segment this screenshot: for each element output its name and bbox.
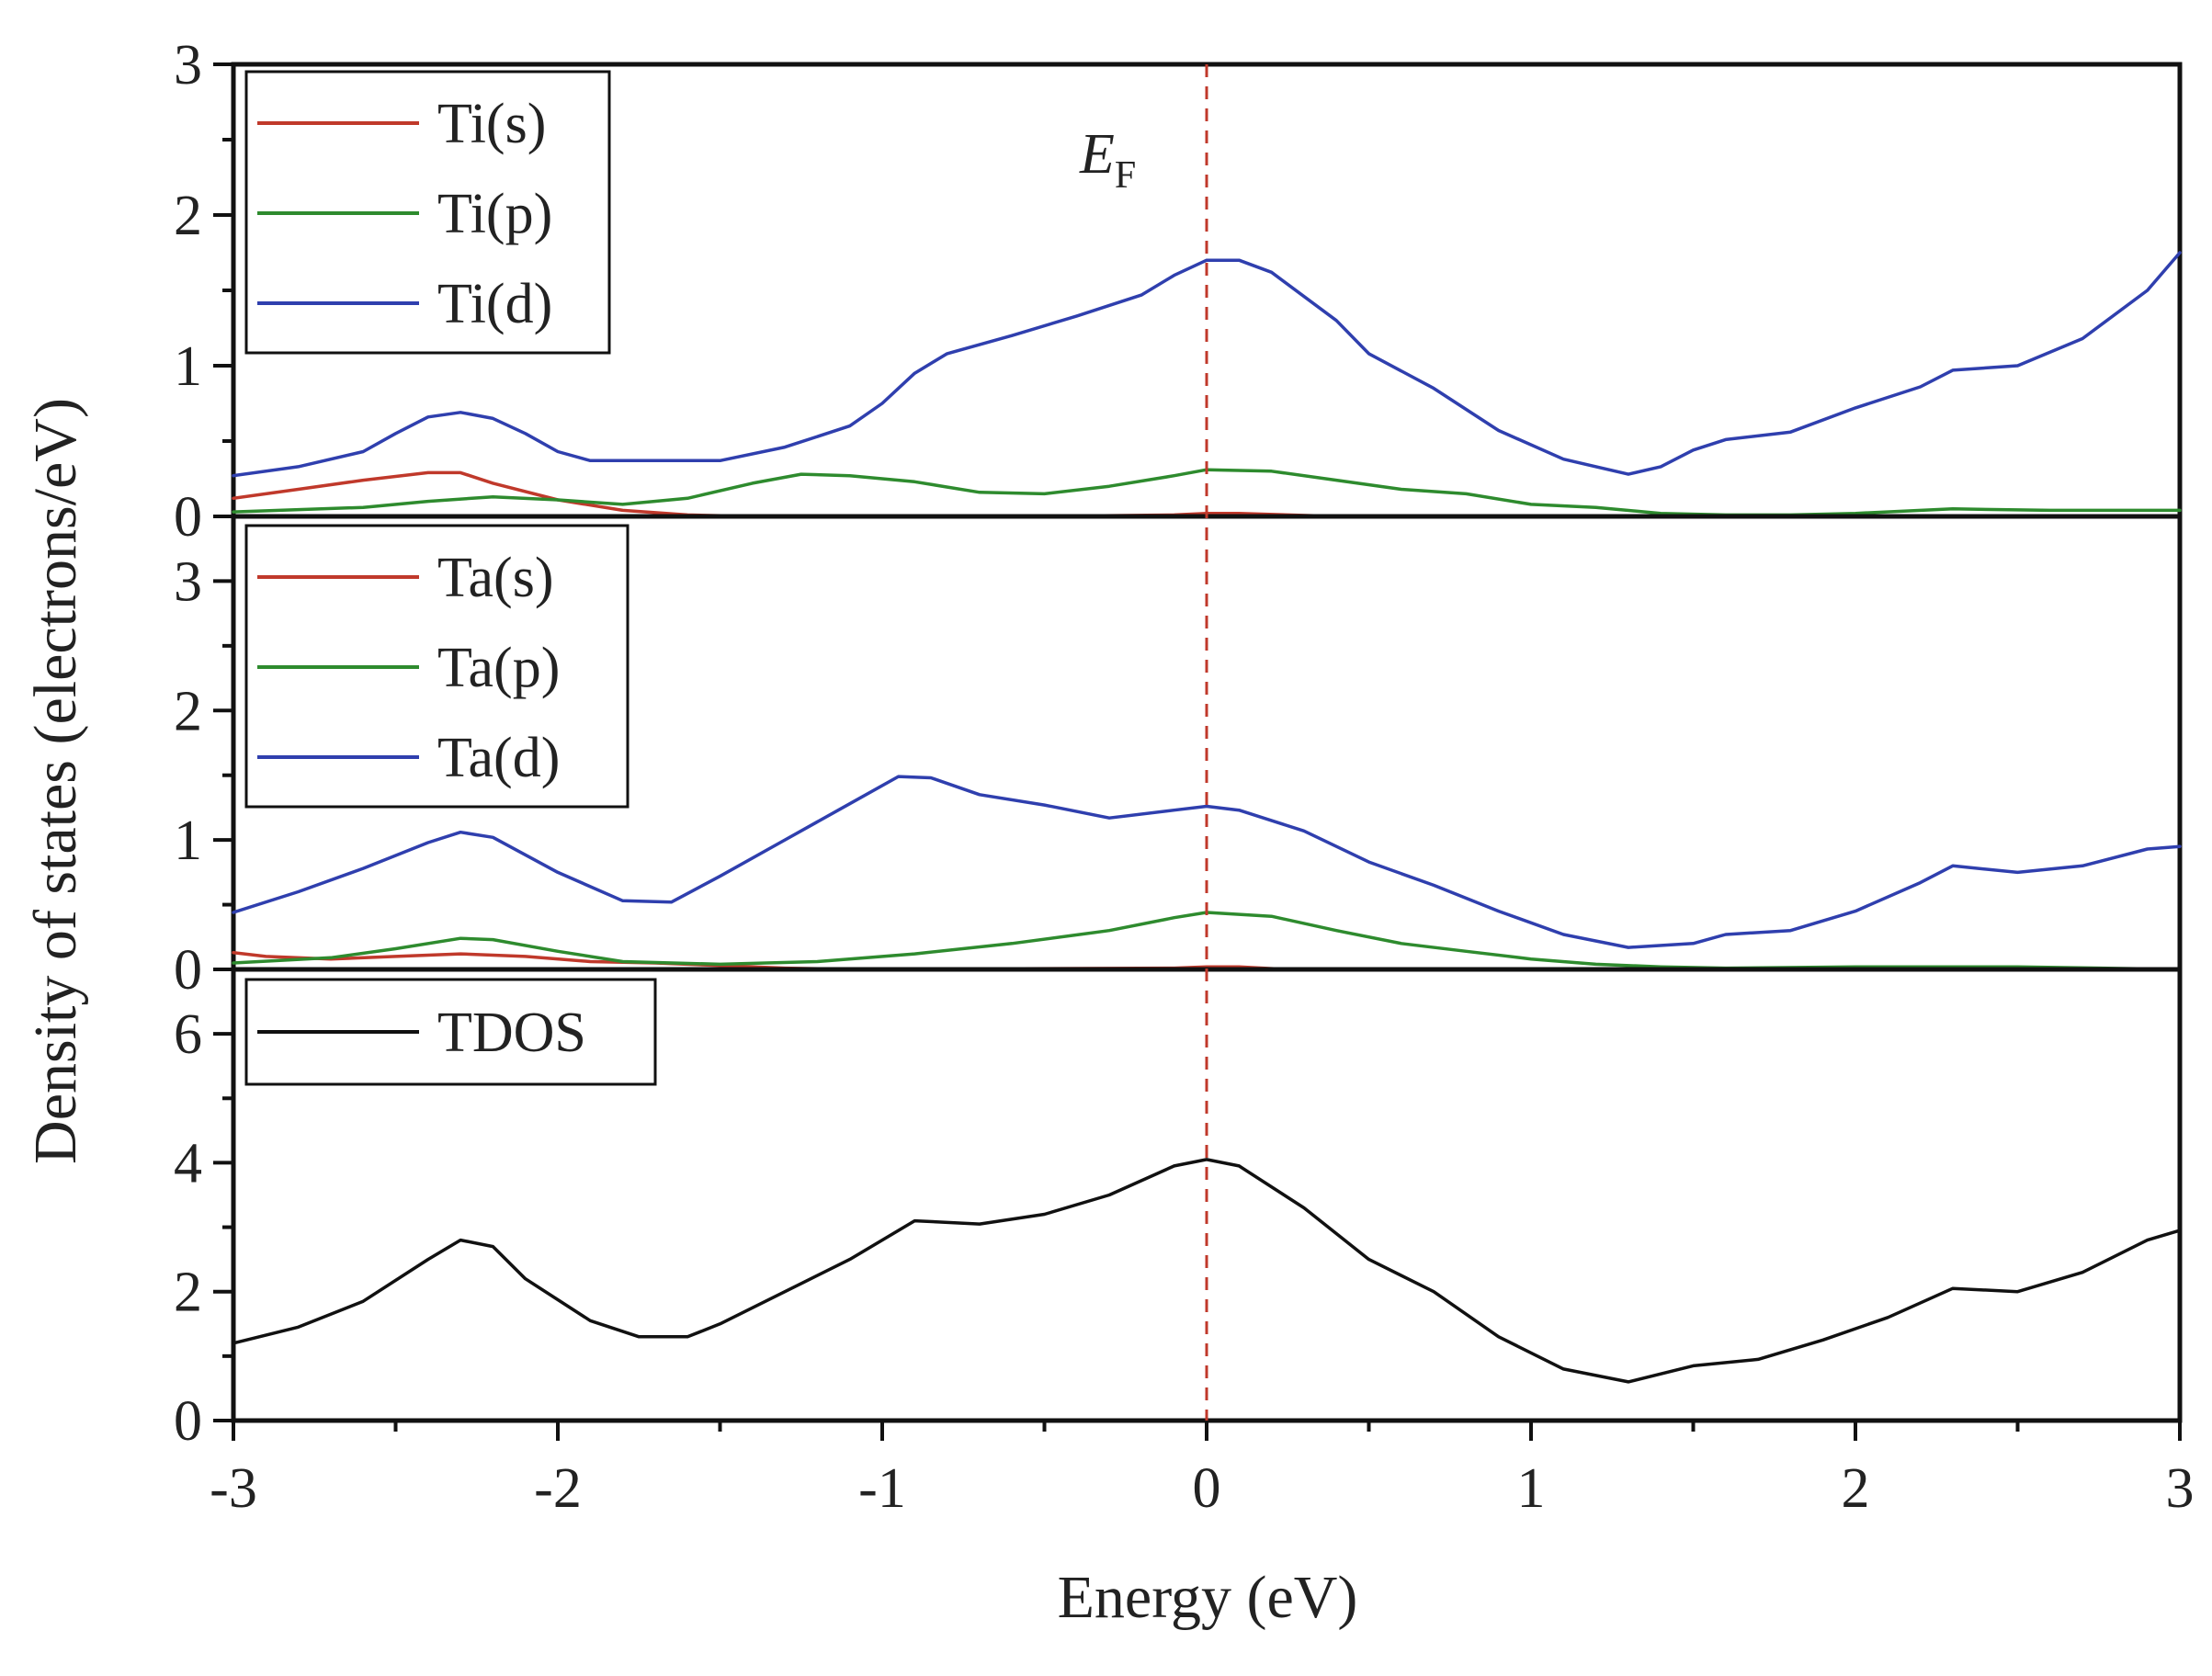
- panel-middle: 0 1 2 3 Ta(s) Ta(p) Ta(d): [174, 514, 2183, 1002]
- x-tick-label: 1: [1517, 1457, 1546, 1520]
- legend-label: Ta(p): [437, 637, 560, 699]
- legend-label: Ti(p): [437, 183, 552, 245]
- series-line-ta-d: [232, 775, 2182, 949]
- series-line-ta-p: [232, 911, 2182, 971]
- y-tick-label: 1: [174, 335, 202, 398]
- y-tick-label: 3: [174, 34, 202, 96]
- y-tick-label: 0: [174, 939, 202, 1002]
- x-tick-label: -1: [858, 1457, 906, 1520]
- legend-bottom: TDOS: [244, 978, 657, 1086]
- x-axis-title: Energy (eV): [1058, 1564, 1358, 1631]
- panel-bottom: 0 2 4 6 TDOS: [174, 967, 2183, 1453]
- legend-label: TDOS: [437, 1002, 586, 1064]
- x-tick-label: 2: [1842, 1457, 1870, 1520]
- x-tick-label: -2: [534, 1457, 582, 1520]
- y-tick-label: 6: [174, 1003, 202, 1066]
- legend-label: Ti(d): [437, 273, 552, 335]
- x-axis: -3 -2 -1 0 1 2 3: [210, 1421, 2195, 1520]
- y-axis-title: Density of states (electrons/eV): [22, 398, 89, 1164]
- series-line-ti-d: [232, 251, 2182, 478]
- panel-top: 0 1 2 3 Ti(s) Ti(p) Ti(d): [174, 34, 2183, 549]
- y-tick-label: 3: [174, 550, 202, 613]
- y-tick-label: 2: [174, 1262, 202, 1324]
- y-tick-label: 2: [174, 680, 202, 742]
- y-tick-label: 0: [174, 1390, 202, 1453]
- x-tick-label: 0: [1193, 1457, 1221, 1520]
- legend-middle: Ta(s) Ta(p) Ta(d): [244, 524, 630, 809]
- legend-label: Ta(s): [437, 547, 553, 609]
- y-tick-label: 2: [174, 185, 202, 247]
- y-tick-label: 1: [174, 810, 202, 872]
- legend-top: Ti(s) Ti(p) Ti(d): [244, 70, 611, 355]
- x-tick-label: -3: [210, 1457, 257, 1520]
- series-line-tdos: [232, 1158, 2182, 1384]
- x-tick-label: 3: [2166, 1457, 2195, 1520]
- legend-label: Ta(d): [437, 727, 560, 789]
- y-tick-label: 0: [174, 486, 202, 549]
- fermi-level-label: EF: [1079, 123, 1136, 197]
- y-tick-label: 4: [174, 1132, 202, 1195]
- chart-panels: 0 1 2 3 Ti(s) Ti(p) Ti(d) 0 1 2 3 Ta(s) Ta(p) Ta(d) 0 2…: [174, 34, 2183, 1453]
- legend-label: Ti(s): [437, 93, 546, 155]
